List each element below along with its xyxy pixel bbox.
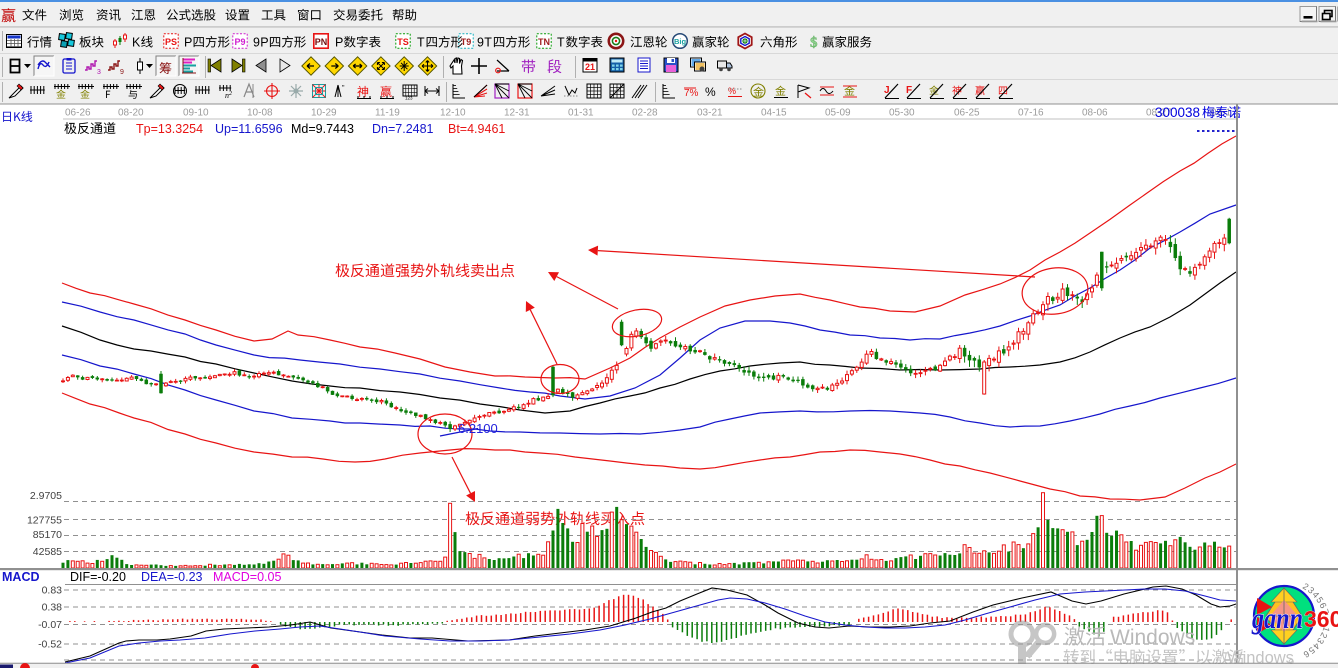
svg-text:TS: TS [397, 37, 409, 47]
svg-text:05-30: 05-30 [889, 108, 915, 119]
svg-text:300038: 300038 [1155, 105, 1200, 120]
svg-text:360: 360 [1304, 606, 1338, 632]
svg-text:123: 123 [405, 96, 413, 101]
svg-text:6.2100: 6.2100 [458, 421, 498, 436]
svg-text:7%: 7% [684, 88, 699, 99]
svg-text:J: J [884, 85, 890, 96]
svg-text:P9: P9 [234, 37, 245, 47]
svg-text:05-09: 05-09 [825, 108, 851, 119]
svg-text:12-10: 12-10 [440, 108, 466, 119]
svg-text:Big: Big [674, 37, 687, 46]
svg-text:$: $ [810, 35, 818, 51]
svg-text:Md=9.7443: Md=9.7443 [291, 122, 354, 136]
svg-text:DEA=-0.23: DEA=-0.23 [141, 570, 203, 584]
svg-text:08-27: 08-27 [1146, 108, 1172, 119]
svg-text:PN: PN [315, 37, 328, 47]
svg-text:-0.07: -0.07 [38, 619, 62, 631]
svg-text:Tp=13.3254: Tp=13.3254 [136, 122, 203, 136]
svg-text:03-21: 03-21 [697, 108, 723, 119]
svg-text:P: P [184, 36, 192, 50]
svg-text:Windows: Windows [1110, 626, 1195, 649]
svg-text:gann: gann [1251, 602, 1303, 635]
svg-text:%: % [705, 85, 716, 99]
svg-text:PS: PS [165, 37, 177, 47]
svg-text:Dn=7.2481: Dn=7.2481 [372, 122, 434, 136]
svg-text:42585: 42585 [33, 546, 62, 558]
svg-text:F: F [906, 85, 912, 96]
svg-text:04-15: 04-15 [761, 108, 787, 119]
svg-text:T: T [484, 36, 492, 50]
svg-text:DIF=-0.20: DIF=-0.20 [70, 570, 126, 584]
svg-text:TN: TN [538, 37, 550, 47]
svg-text:08-06: 08-06 [1082, 108, 1108, 119]
svg-text:-0.52: -0.52 [38, 639, 62, 651]
svg-text:Up=11.6596: Up=11.6596 [215, 122, 283, 136]
svg-text:MACD=0.05: MACD=0.05 [213, 570, 281, 584]
svg-text:n2: n2 [225, 91, 232, 100]
svg-text:02-28: 02-28 [632, 108, 658, 119]
svg-text:11-19: 11-19 [375, 108, 400, 119]
svg-text:01-31: 01-31 [568, 108, 594, 119]
svg-text:07-16: 07-16 [1018, 108, 1044, 119]
svg-text:21: 21 [585, 62, 595, 72]
svg-text:3: 3 [97, 69, 101, 76]
svg-text:12-31: 12-31 [504, 108, 530, 119]
svg-text:08-20: 08-20 [118, 108, 144, 119]
svg-text:2.9705: 2.9705 [30, 490, 62, 502]
svg-text:K: K [132, 36, 141, 50]
svg-text:T: T [557, 36, 565, 50]
svg-text:09-10: 09-10 [183, 108, 209, 119]
svg-text:85170: 85170 [33, 529, 62, 541]
svg-text:0.83: 0.83 [42, 585, 63, 597]
svg-text:06-26: 06-26 [65, 108, 91, 119]
svg-text:Windows: Windows [1227, 649, 1294, 667]
svg-text:T: T [417, 36, 425, 50]
svg-text:Bt=4.9461: Bt=4.9461 [448, 122, 505, 136]
svg-text:9: 9 [477, 36, 484, 50]
svg-text:127755: 127755 [27, 515, 62, 527]
svg-text:9: 9 [253, 36, 260, 50]
svg-text:10-29: 10-29 [311, 108, 337, 119]
svg-text:MACD: MACD [2, 570, 40, 584]
svg-text:0.38: 0.38 [42, 602, 63, 614]
svg-text:P: P [260, 36, 268, 50]
svg-text:%: % [728, 86, 736, 96]
svg-text:10-08: 10-08 [247, 108, 273, 119]
svg-text:T9: T9 [461, 37, 472, 47]
svg-text:9: 9 [120, 69, 124, 76]
svg-text:P: P [335, 36, 343, 50]
svg-text:06-25: 06-25 [954, 108, 980, 119]
svg-text:": " [342, 85, 345, 92]
